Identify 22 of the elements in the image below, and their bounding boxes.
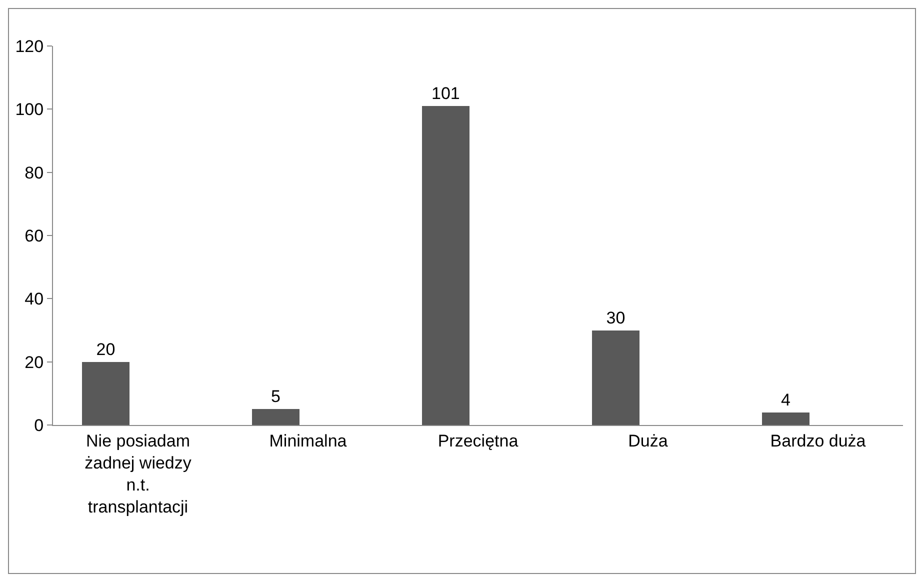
bar [82,362,130,425]
data-label: 5 [270,387,280,406]
data-label: 101 [432,84,460,104]
y-tick-label: 0 [34,416,44,435]
y-tick-label: 120 [15,36,44,56]
y-tick-label: 100 [15,100,44,120]
y-tick-label: 20 [24,352,44,372]
y-tick-label: 60 [24,226,44,246]
x-tick-label: Duża [628,431,668,450]
y-tick-label: 40 [24,290,44,309]
x-tick-label: Nie posiadam żadnej wiedzy n.t. transplantacji [84,431,192,517]
x-tick-label: Bardzo duża [770,431,866,450]
y-tick-label: 80 [24,163,44,182]
bar [422,106,470,425]
data-label: 4 [780,390,790,410]
bar [252,409,300,425]
bar [592,330,640,425]
bar [762,412,810,425]
x-tick-label: Przeciętna [438,431,519,450]
x-tick-label: Minimalna [269,431,348,450]
data-label: 20 [96,340,116,359]
data-label: 30 [606,308,626,328]
